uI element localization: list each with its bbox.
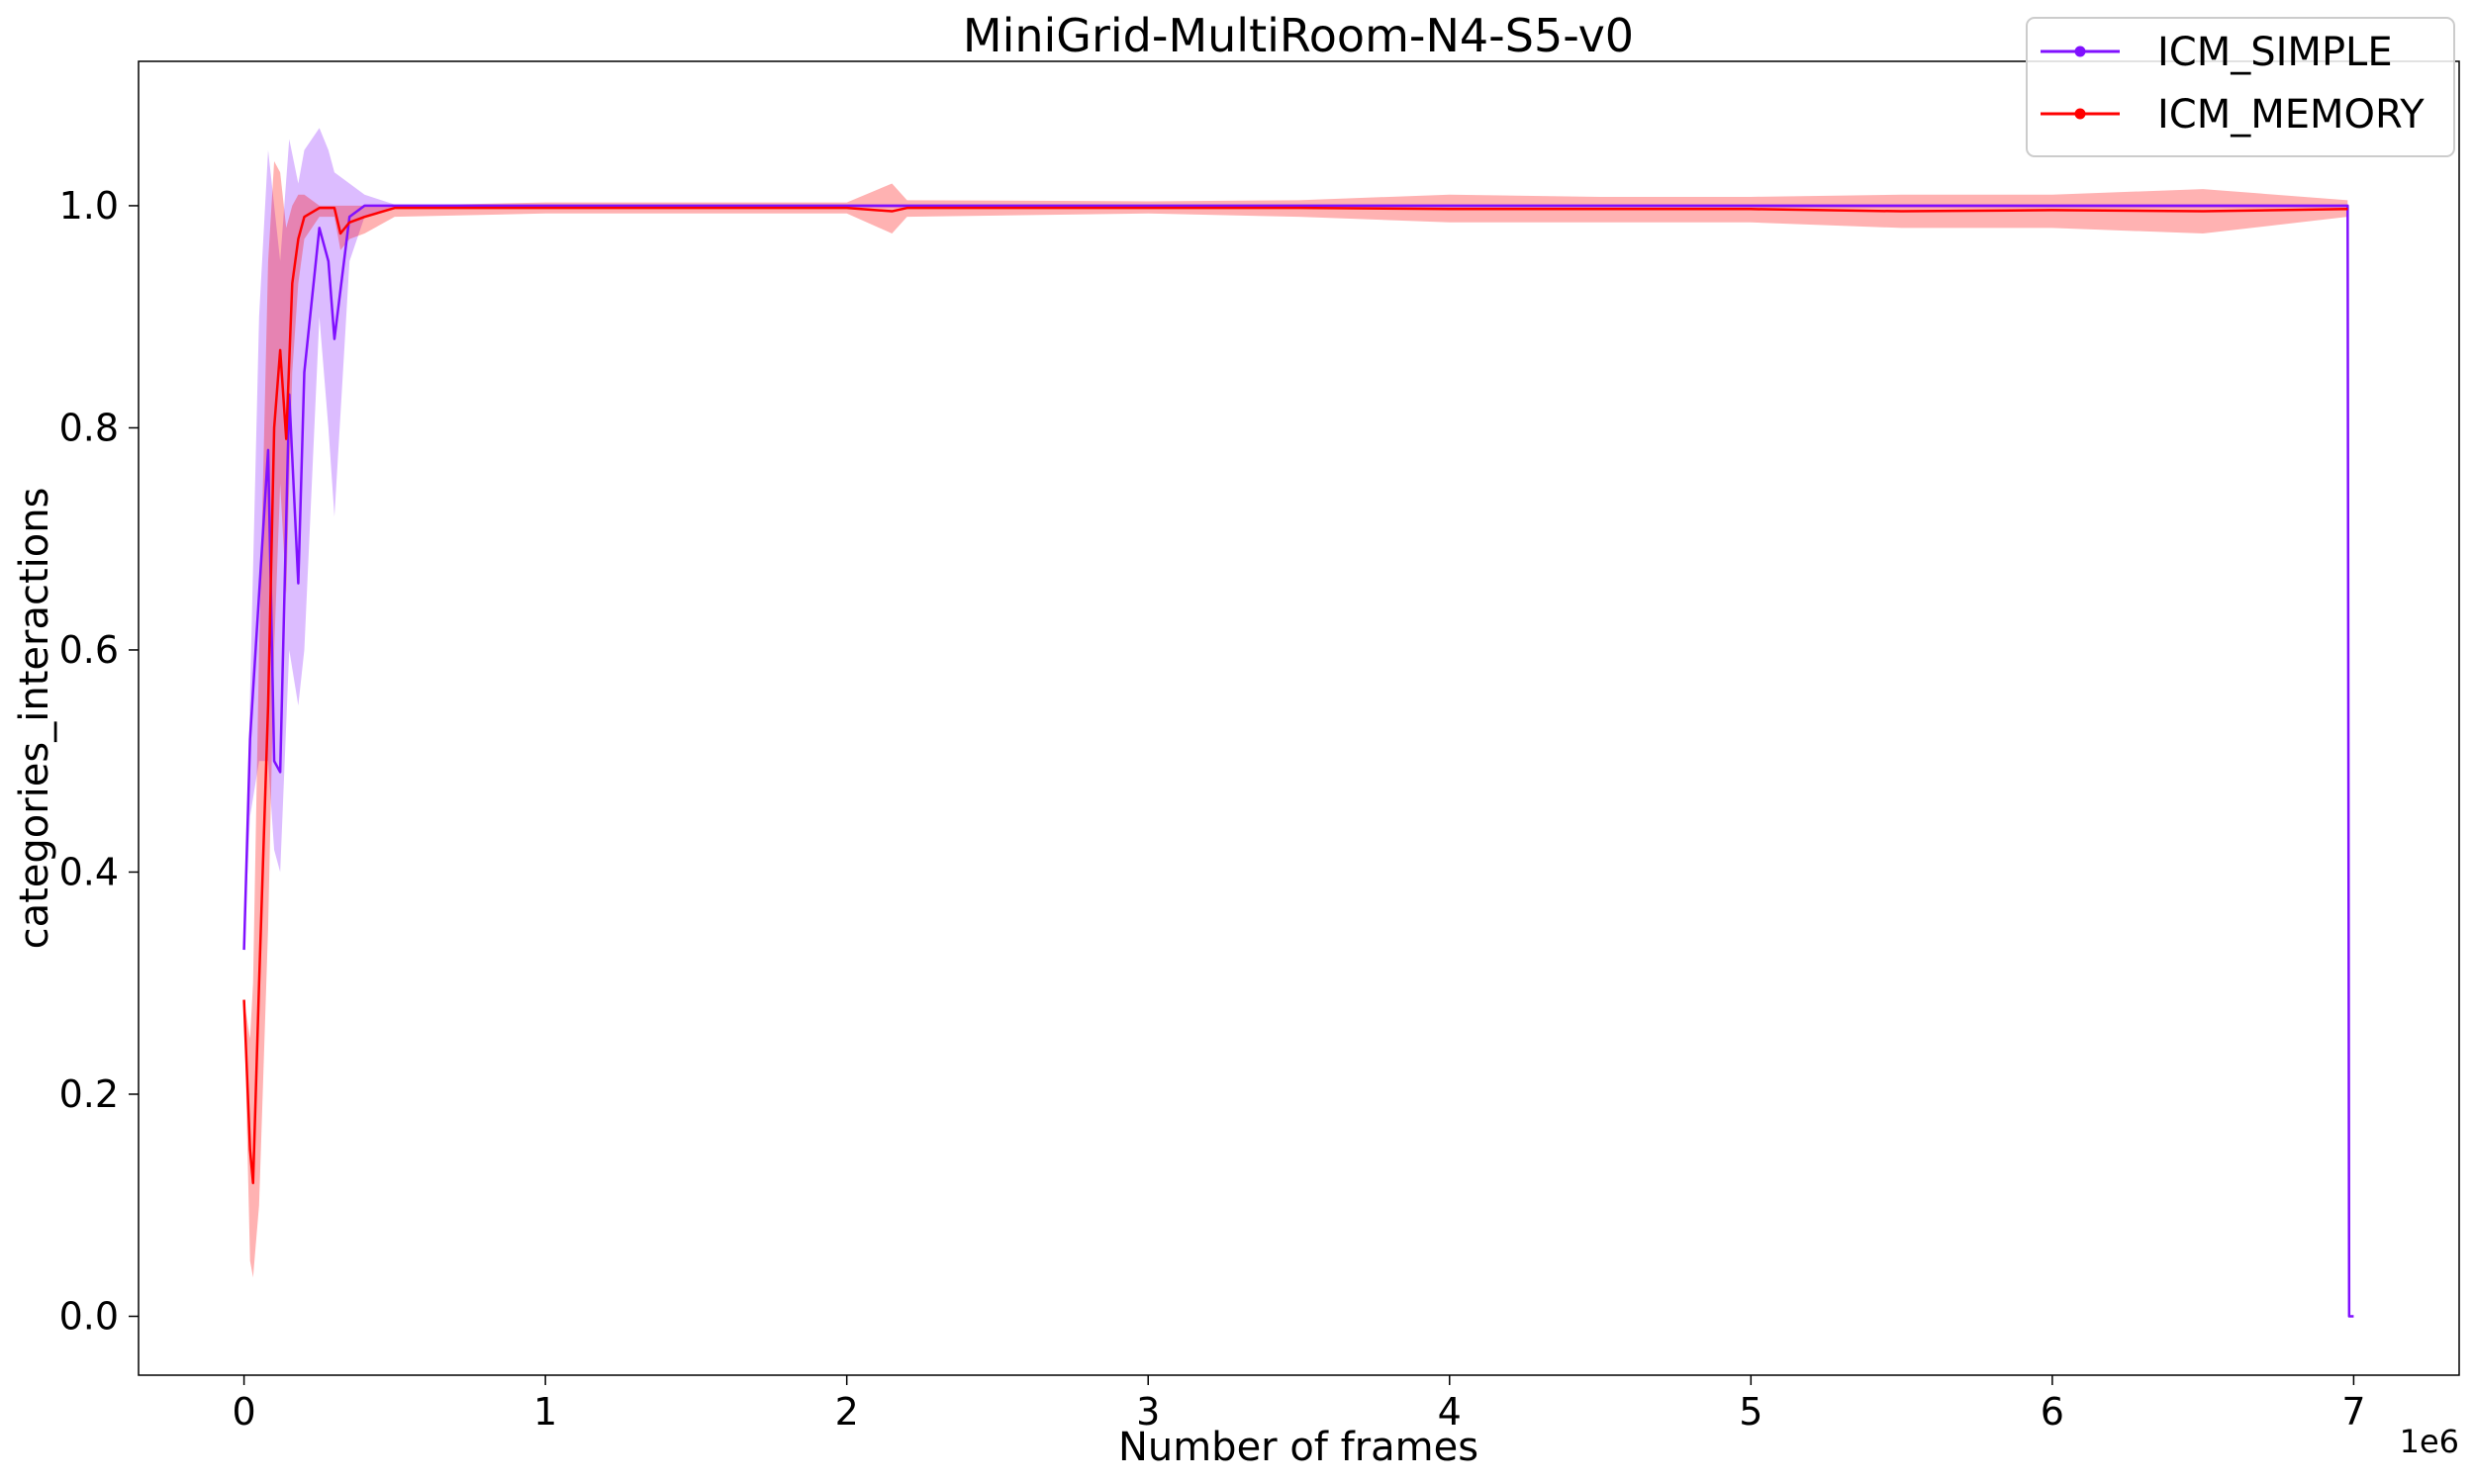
y-axis-label: categories_interactions	[12, 488, 57, 950]
x-tick-label: 4	[1438, 1390, 1462, 1434]
legend-box	[2026, 17, 2455, 157]
x-tick-label: 7	[2341, 1390, 2365, 1434]
y-tick-label: 0.8	[59, 406, 119, 449]
confidence-bands	[243, 128, 2354, 1317]
legend: ICM_SIMPLE ICM_MEMORY	[2026, 17, 2455, 157]
y-tick-label: 0.0	[59, 1295, 119, 1339]
legend-marker-icm-memory	[2074, 108, 2086, 120]
y-tick-label: 0.4	[59, 850, 119, 893]
chart-title: MiniGrid-MultiRoom-N4-S5-v0	[963, 9, 1634, 62]
x-axis-label: Number of frames	[1118, 1425, 1478, 1470]
band-icm-memory	[243, 161, 2348, 1278]
band-icm-simple	[243, 128, 2354, 1317]
x-tick-label: 1	[533, 1390, 557, 1434]
x-tick-label: 6	[2041, 1390, 2064, 1434]
x-axis-ticks: 0 1 2 3 4 5 6 7	[232, 1375, 2366, 1434]
plot-area-frame	[138, 60, 2460, 1376]
series-line-icm-simple	[242, 204, 2354, 1318]
y-tick-label: 1.0	[59, 184, 119, 228]
x-tick-label: 0	[232, 1390, 255, 1434]
series-lines	[242, 204, 2354, 1318]
x-tick-label: 2	[835, 1390, 859, 1434]
y-axis-ticks: 0.0 0.2 0.4 0.6 0.8 1.0	[59, 184, 139, 1339]
y-tick-label: 0.2	[59, 1072, 119, 1116]
series-line-icm-memory	[242, 206, 2348, 1185]
x-tick-label: 5	[1739, 1390, 1762, 1434]
legend-label-icm-simple: ICM_SIMPLE	[2157, 30, 2393, 75]
y-tick-label: 0.6	[59, 628, 119, 672]
legend-label-icm-memory: ICM_MEMORY	[2157, 92, 2425, 138]
legend-marker-icm-simple	[2074, 46, 2086, 57]
x-tick-label: 3	[1136, 1390, 1160, 1434]
x-axis-exponent-label: 1e6	[2400, 1423, 2459, 1460]
